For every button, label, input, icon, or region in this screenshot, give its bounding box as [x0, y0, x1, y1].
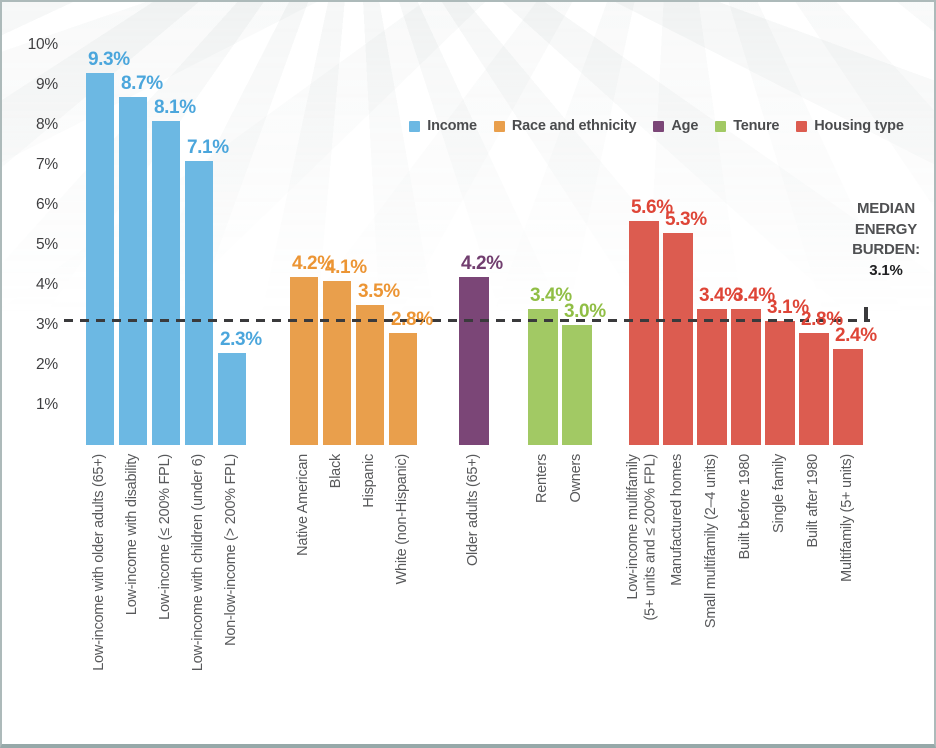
- bar-category-label: Small multifamily (2–4 units): [703, 454, 719, 629]
- bar-housing-type: [663, 233, 693, 445]
- bar-race-and-ethnicity: [389, 333, 417, 445]
- bar-value-label: 8.7%: [121, 73, 163, 94]
- median-annotation-line: MEDIAN: [857, 200, 915, 217]
- bar-category-label: Low-income with disability: [124, 454, 140, 616]
- bar-category-label: Built before 1980: [737, 454, 753, 560]
- bar-value-label: 5.6%: [631, 197, 673, 218]
- bar-housing-type: [629, 221, 659, 445]
- legend-label: Tenure: [733, 118, 780, 134]
- bar-housing-type: [765, 321, 795, 445]
- bar-age: [459, 277, 489, 445]
- bar-housing-type: [731, 309, 761, 445]
- y-axis-tick-label: 7%: [35, 156, 58, 173]
- bar-value-label: 3.4%: [530, 285, 572, 306]
- bar-value-label: 3.4%: [699, 285, 741, 306]
- bar-category-label: Older adults (65+): [465, 454, 481, 566]
- median-line: [64, 319, 870, 322]
- legend-item: Income: [409, 118, 477, 134]
- bar-income: [152, 121, 180, 445]
- legend: Income Race and ethnicity Age Tenure Housing…: [384, 116, 929, 136]
- bar-value-label: 2.8%: [801, 309, 843, 330]
- legend-item: Race and ethnicity: [493, 118, 637, 134]
- bar-tenure: [562, 325, 592, 445]
- bar-category-label: Low-income with children (under 6): [190, 454, 206, 672]
- median-annotation: MEDIAN ENERGY BURDEN: 3.1%: [836, 199, 934, 281]
- bar-race-and-ethnicity: [290, 277, 318, 445]
- bar-value-label: 3.5%: [358, 281, 400, 302]
- y-axis-tick-label: 2%: [35, 356, 58, 373]
- bar-category-label: Black: [328, 454, 344, 489]
- legend-item: Housing type: [796, 118, 904, 134]
- bar-category-label: Renters: [534, 454, 550, 504]
- bar-category-label: Built after 1980: [805, 454, 821, 548]
- median-line-end-tick: [864, 307, 868, 322]
- bar-category-label: Single family: [771, 454, 787, 533]
- legend-label: Age: [671, 118, 699, 134]
- legend-label: Income: [427, 118, 477, 134]
- bar-value-label: 3.0%: [564, 301, 606, 322]
- bar-category-label: Manufactured homes: [669, 454, 685, 586]
- bar-housing-type: [697, 309, 727, 445]
- bar-value-label: 4.2%: [461, 253, 503, 274]
- bar-category-label: Owners: [568, 454, 584, 503]
- bar-value-label: 8.1%: [154, 97, 196, 118]
- bar-value-label: 5.3%: [665, 209, 707, 230]
- y-axis-tick-label: 10%: [27, 36, 59, 53]
- bar-category-label: Low-income with older adults (65+): [91, 454, 107, 671]
- legend-item: Tenure: [715, 118, 779, 134]
- bar-category-label: Low-income multifamily (5+ units and ≤ 2…: [625, 454, 659, 621]
- y-axis-tick-label: 8%: [35, 116, 58, 133]
- bar-value-label: 3.4%: [733, 285, 775, 306]
- y-axis-tick-label: 4%: [35, 276, 58, 293]
- bar-value-label: 4.2%: [292, 253, 334, 274]
- bar-income: [185, 161, 213, 445]
- median-annotation-line: ENERGY: [854, 220, 918, 238]
- y-axis-tick-label: 6%: [35, 196, 58, 213]
- bar-housing-type: [799, 333, 829, 445]
- bar-value-label: 4.1%: [325, 257, 367, 278]
- bar-value-label: 3.1%: [767, 297, 809, 318]
- bar-category-label: Hispanic: [361, 454, 377, 508]
- bar-race-and-ethnicity: [323, 281, 351, 445]
- median-annotation-line: BURDEN:: [852, 241, 920, 258]
- bar-value-label: 2.8%: [391, 309, 433, 330]
- legend-swatch: [796, 120, 808, 132]
- bar-category-label: Multifamily (5+ units): [839, 454, 855, 582]
- bar-income: [119, 97, 147, 445]
- y-axis-tick-label: 3%: [35, 316, 58, 333]
- bar-housing-type: [833, 349, 863, 445]
- bar-income: [86, 73, 114, 445]
- median-annotation-value: 3.1%: [869, 261, 903, 279]
- bar-value-label: 2.4%: [835, 325, 877, 346]
- legend-label: Race and ethnicity: [511, 118, 637, 134]
- bar-category-label: White (non-Hispanic): [394, 454, 410, 585]
- bar-value-label: 2.3%: [220, 329, 262, 350]
- bar-income: [218, 353, 246, 445]
- bar-category-label: Native American: [295, 454, 311, 556]
- legend-swatch: [715, 120, 727, 132]
- y-axis-tick-label: 5%: [35, 236, 58, 253]
- bar-tenure: [528, 309, 558, 445]
- bar-value-label: 9.3%: [88, 49, 130, 70]
- legend-swatch: [653, 120, 665, 132]
- bar-value-label: 7.1%: [187, 137, 229, 158]
- y-axis-tick-label: 1%: [35, 396, 58, 413]
- bar-category-label: Non-low-income (> 200% FPL): [223, 454, 239, 646]
- bar-category-label: Low-income (≤ 200% FPL): [157, 454, 173, 620]
- legend-swatch: [493, 120, 505, 132]
- y-axis-tick-label: 9%: [35, 76, 58, 93]
- legend-item: Age: [653, 118, 698, 134]
- legend-swatch: [409, 120, 421, 132]
- legend-label: Housing type: [814, 118, 904, 134]
- bar-race-and-ethnicity: [356, 305, 384, 445]
